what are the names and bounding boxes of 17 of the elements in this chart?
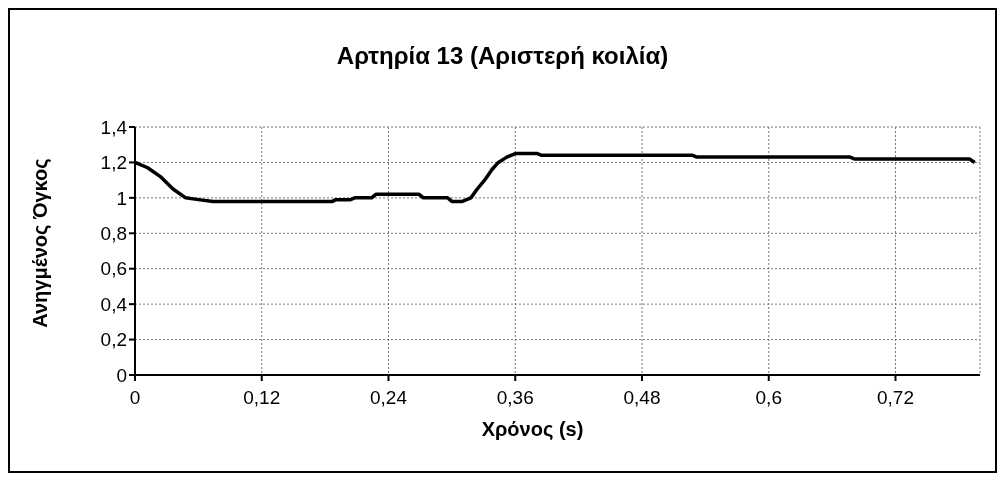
x-axis-title: Χρόνος (s) — [480, 418, 585, 441]
y-axis-title: Ανηγμένος Όγκος — [28, 158, 52, 328]
x-tick-label: 0,12 — [243, 387, 281, 409]
y-tick-label: 0,4 — [100, 293, 128, 315]
y-tick-label: 1 — [116, 187, 127, 209]
x-tick-label: 0,72 — [877, 387, 914, 409]
x-tick-label: 0,36 — [496, 387, 534, 409]
y-tick-label: 0,2 — [100, 329, 127, 351]
chart-title: Αρτηρία 13 (Αριστερή κοιλία) — [335, 42, 670, 70]
y-tick-label: 1,2 — [100, 152, 127, 174]
y-tick-label: 1,4 — [100, 116, 128, 138]
x-tick-label: 0,6 — [755, 387, 782, 409]
y-tick-label: 0 — [116, 364, 127, 386]
x-tick-label: 0,48 — [623, 387, 661, 409]
x-tick-label: 0,24 — [370, 387, 408, 409]
y-tick-label: 0,6 — [100, 258, 127, 280]
y-tick-label: 0,8 — [100, 223, 127, 245]
